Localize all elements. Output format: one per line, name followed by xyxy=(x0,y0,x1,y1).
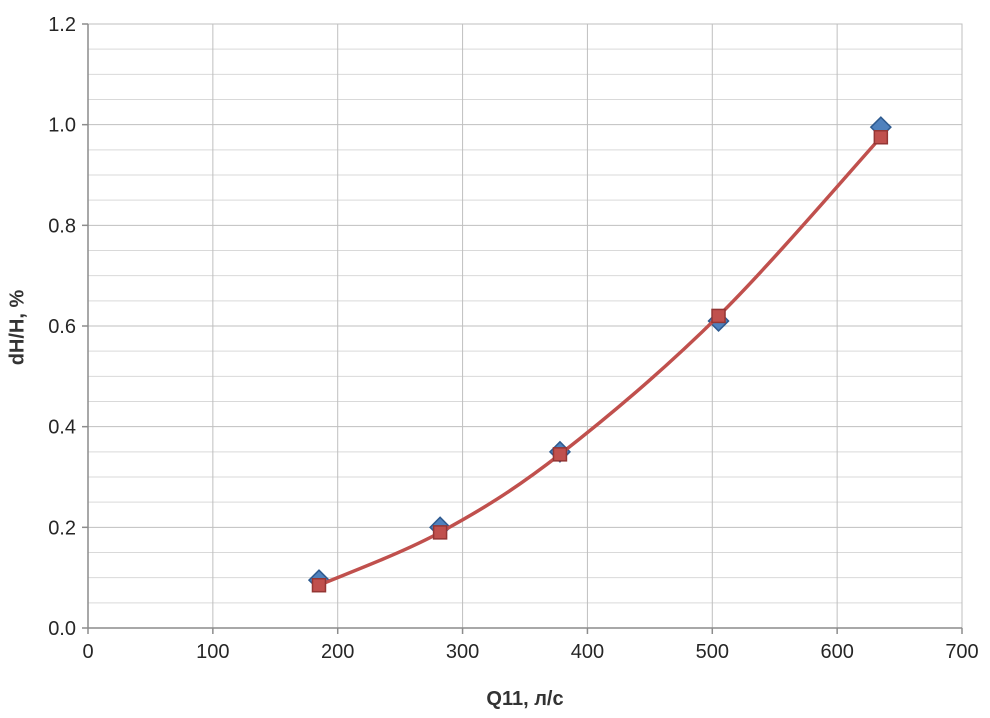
x-tick-label: 100 xyxy=(196,641,229,663)
y-axis-title: dH/H, % xyxy=(6,289,29,366)
data-point-square xyxy=(432,525,448,540)
y-tick-label: 1.2 xyxy=(48,14,76,36)
y-tick-label: 0.2 xyxy=(48,517,76,539)
x-tick-label: 300 xyxy=(446,641,479,663)
x-tick-label: 600 xyxy=(820,641,853,663)
y-tick-label: 0.6 xyxy=(48,316,76,338)
data-point-square xyxy=(711,308,726,324)
y-tick-label: 0.8 xyxy=(48,215,76,237)
y-tick-label: 0.4 xyxy=(48,417,76,439)
data-point-square xyxy=(311,577,327,593)
x-tick-label: 0 xyxy=(82,641,93,663)
data-point-square xyxy=(873,130,889,145)
y-tick-label: 1.0 xyxy=(48,115,76,137)
data-point-square xyxy=(552,447,568,462)
x-tick-label: 400 xyxy=(571,641,604,663)
x-tick-label: 200 xyxy=(321,641,354,663)
x-axis-title: Q11, л/с xyxy=(486,688,564,710)
x-tick-label: 700 xyxy=(945,641,978,663)
series-line xyxy=(317,135,883,587)
x-tick-label: 500 xyxy=(696,641,729,663)
y-tick-label: 0.0 xyxy=(48,618,76,640)
